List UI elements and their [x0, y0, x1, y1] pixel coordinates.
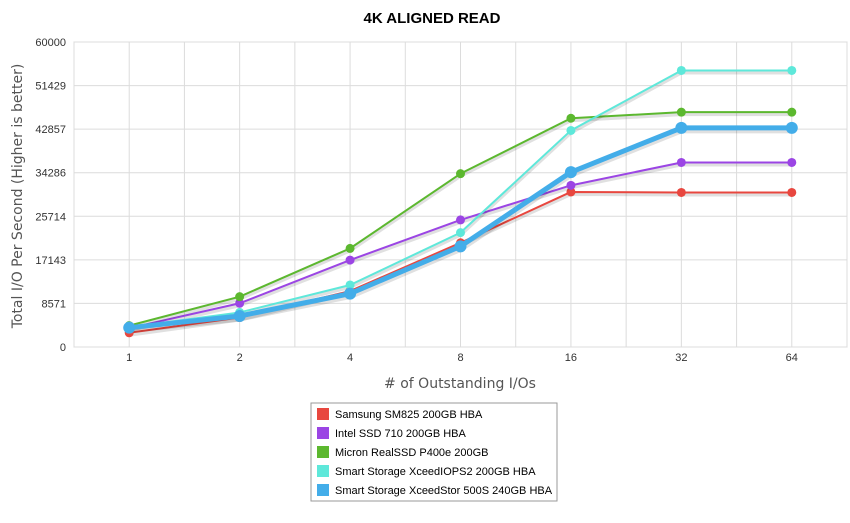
- x-tick-label: 16: [565, 352, 577, 364]
- data-point: [675, 121, 688, 134]
- data-point: [787, 65, 797, 75]
- legend-swatch: [317, 427, 329, 439]
- x-tick-label: 32: [675, 352, 687, 364]
- legend-item: Micron RealSSD P400e 200GB: [317, 446, 488, 459]
- legend-swatch: [317, 465, 329, 477]
- x-tick-label: 2: [237, 352, 243, 364]
- data-point: [676, 157, 686, 167]
- legend-item: Samsung SM825 200GB HBA: [317, 408, 483, 421]
- legend-swatch: [317, 446, 329, 458]
- x-axis-label: # of Outstanding I/Os: [384, 376, 536, 392]
- series-2: [124, 157, 797, 333]
- legend-swatch: [317, 484, 329, 496]
- y-tick-label: 0: [60, 342, 66, 354]
- data-point: [787, 187, 797, 197]
- data-point: [787, 107, 797, 117]
- data-point: [566, 113, 576, 123]
- series-5: [123, 121, 798, 334]
- data-point: [454, 240, 467, 253]
- data-point: [233, 309, 246, 322]
- data-point: [345, 255, 355, 265]
- data-point: [787, 157, 797, 167]
- legend-swatch: [317, 408, 329, 420]
- data-point: [456, 228, 465, 238]
- x-tick-label: 1: [126, 352, 132, 364]
- x-tick-label: 4: [347, 352, 353, 364]
- y-tick-label: 17143: [35, 255, 66, 267]
- series-group: [123, 65, 798, 338]
- legend-item: Smart Storage XceedIOPS2 200GB HBA: [317, 465, 536, 478]
- series-3: [124, 107, 797, 331]
- data-point: [235, 298, 245, 308]
- data-point: [456, 169, 465, 179]
- data-point: [566, 125, 576, 135]
- y-axis-label: Total I/O Per Second (Higher is better): [10, 64, 26, 330]
- data-point: [566, 180, 576, 190]
- legend-box: [310, 402, 558, 502]
- data-point: [676, 65, 686, 75]
- data-point: [676, 107, 686, 117]
- y-axis-ticks: 0 8571 17143 25714 34286 42857 51429 60000: [35, 37, 66, 354]
- legend-label: Samsung SM825 200GB HBA: [335, 409, 483, 421]
- data-point: [123, 321, 136, 334]
- data-point: [456, 215, 465, 225]
- legend-label: Smart Storage XceedIOPS2 200GB HBA: [335, 466, 536, 478]
- x-tick-label: 64: [786, 352, 798, 364]
- data-point: [564, 166, 577, 179]
- legend-label: Intel SSD 710 200GB HBA: [335, 428, 467, 440]
- data-point: [566, 187, 576, 197]
- y-tick-label: 34286: [35, 168, 66, 180]
- data-point: [235, 292, 245, 302]
- y-tick-label: 51429: [35, 81, 66, 93]
- y-tick-label: 25714: [35, 211, 66, 223]
- legend-item: Intel SSD 710 200GB HBA: [317, 427, 467, 440]
- legend: Samsung SM825 200GB HBA Intel SSD 710 200…: [310, 402, 558, 502]
- y-tick-label: 8571: [42, 298, 66, 310]
- data-point: [345, 280, 355, 290]
- legend-item: Smart Storage XceedStor 500S 240GB HBA: [317, 484, 553, 497]
- data-point: [785, 121, 798, 134]
- data-point: [345, 243, 355, 253]
- y-tick-label: 60000: [35, 37, 66, 49]
- legend-label: Micron RealSSD P400e 200GB: [335, 447, 488, 459]
- legend-label: Smart Storage XceedStor 500S 240GB HBA: [335, 485, 553, 497]
- x-tick-label: 8: [457, 352, 463, 364]
- y-tick-label: 42857: [35, 124, 66, 136]
- x-axis-ticks: 1 2 4 8 16 32 64: [126, 352, 798, 364]
- data-point: [344, 287, 357, 300]
- data-point: [676, 187, 686, 197]
- chart-title: 4K ALIGNED READ: [364, 10, 501, 27]
